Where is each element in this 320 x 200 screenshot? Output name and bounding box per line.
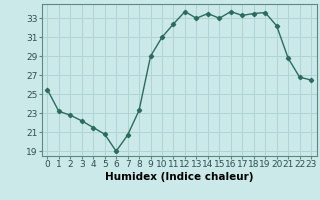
X-axis label: Humidex (Indice chaleur): Humidex (Indice chaleur): [105, 172, 253, 182]
